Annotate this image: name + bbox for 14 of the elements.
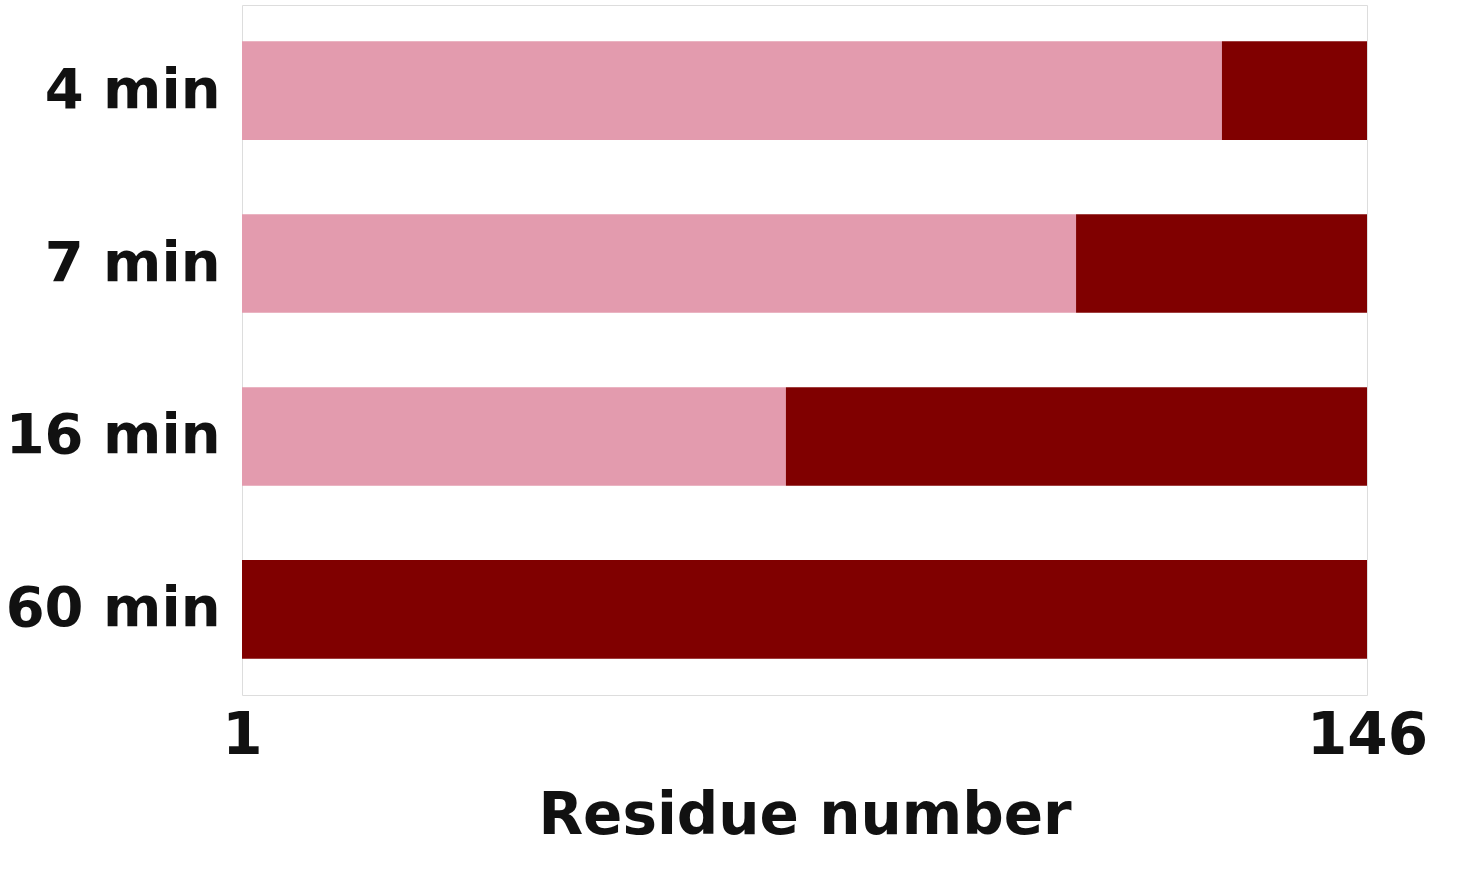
bar (785, 387, 1367, 486)
x-axis-title: Residue number (538, 779, 1072, 848)
y-tick-label: 60 min (5, 574, 221, 640)
bar (1221, 41, 1367, 140)
bar (242, 41, 1222, 140)
y-tick-label: 16 min (5, 401, 221, 467)
y-tick-label: 4 min (44, 55, 221, 121)
bar (1076, 214, 1367, 313)
bar (242, 560, 1367, 659)
x-tick-label: 1 (222, 699, 263, 768)
bar (242, 387, 786, 486)
x-tick-label: 146 (1306, 699, 1429, 768)
y-tick-label: 7 min (44, 228, 221, 294)
bar (242, 214, 1077, 313)
